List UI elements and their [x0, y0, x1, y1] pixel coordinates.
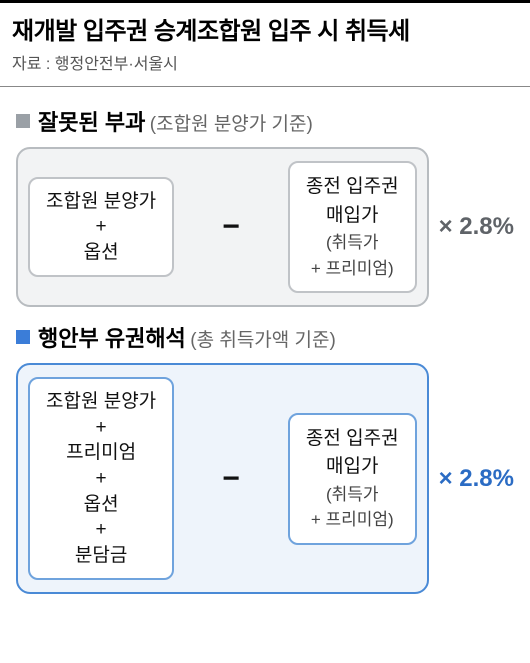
operand-small: (취득가	[306, 482, 399, 508]
formula-row: 조합원 분양가 + 프리미엄 + 옵션 + 분담금 − 종전 입주권 매입가 (…	[16, 363, 514, 594]
formula-row: 조합원 분양가 + 옵션 − 종전 입주권 매입가 (취득가 + 프리미엄) ×…	[16, 147, 514, 307]
operand-line: 분담금	[46, 543, 156, 569]
left-operand: 조합원 분양가 + 프리미엄 + 옵션 + 분담금	[28, 377, 174, 580]
section-wrong: 잘못된 부과 (조합원 분양가 기준) 조합원 분양가 + 옵션 − 종전 입주…	[0, 105, 530, 321]
operand-line: 옵션	[46, 492, 156, 518]
section-header: 행안부 유권해석 (총 취득가액 기준)	[16, 321, 514, 353]
minus-sign: −	[222, 462, 240, 496]
section-title: 잘못된 부과	[38, 110, 145, 135]
tax-rate: × 2.8%	[439, 465, 514, 493]
operand-line: 종전 입주권	[306, 173, 399, 202]
bullet-icon	[16, 330, 30, 344]
right-operand: 종전 입주권 매입가 (취득가 + 프리미엄)	[288, 413, 417, 545]
operand-line: 옵션	[46, 240, 156, 266]
operand-small: (취득가	[306, 230, 399, 256]
formula-box: 조합원 분양가 + 옵션 − 종전 입주권 매입가 (취득가 + 프리미엄)	[16, 147, 429, 307]
operand-line: 종전 입주권	[306, 425, 399, 454]
section-official: 행안부 유권해석 (총 취득가액 기준) 조합원 분양가 + 프리미엄 + 옵션…	[0, 321, 530, 608]
plus-sign: +	[46, 214, 156, 240]
section-title: 행안부 유권해석	[38, 326, 186, 351]
operand-line: 매입가	[306, 202, 399, 231]
tax-rate: × 2.8%	[439, 213, 514, 241]
section-subtitle: (총 취득가액 기준)	[190, 330, 336, 351]
operand-small: + 프리미엄)	[306, 256, 399, 282]
section-subtitle: (조합원 분양가 기준)	[150, 114, 313, 135]
operand-line: 조합원 분양가	[46, 189, 156, 215]
operand-line: 조합원 분양가	[46, 389, 156, 415]
operand-small: + 프리미엄)	[306, 507, 399, 533]
plus-sign: +	[46, 517, 156, 543]
plus-sign: +	[46, 415, 156, 441]
right-operand: 종전 입주권 매입가 (취득가 + 프리미엄)	[288, 161, 417, 293]
source-line: 자료 : 행정안전부·서울시	[12, 50, 518, 74]
bullet-icon	[16, 114, 30, 128]
header: 재개발 입주권 승계조합원 입주 시 취득세 자료 : 행정안전부·서울시	[0, 0, 530, 80]
divider	[0, 86, 530, 87]
left-operand: 조합원 분양가 + 옵션	[28, 177, 174, 278]
section-header: 잘못된 부과 (조합원 분양가 기준)	[16, 105, 514, 137]
plus-sign: +	[46, 466, 156, 492]
minus-sign: −	[222, 210, 240, 244]
operand-line: 매입가	[306, 453, 399, 482]
page-title: 재개발 입주권 승계조합원 입주 시 취득세	[12, 11, 518, 46]
formula-box: 조합원 분양가 + 프리미엄 + 옵션 + 분담금 − 종전 입주권 매입가 (…	[16, 363, 429, 594]
operand-line: 프리미엄	[46, 440, 156, 466]
